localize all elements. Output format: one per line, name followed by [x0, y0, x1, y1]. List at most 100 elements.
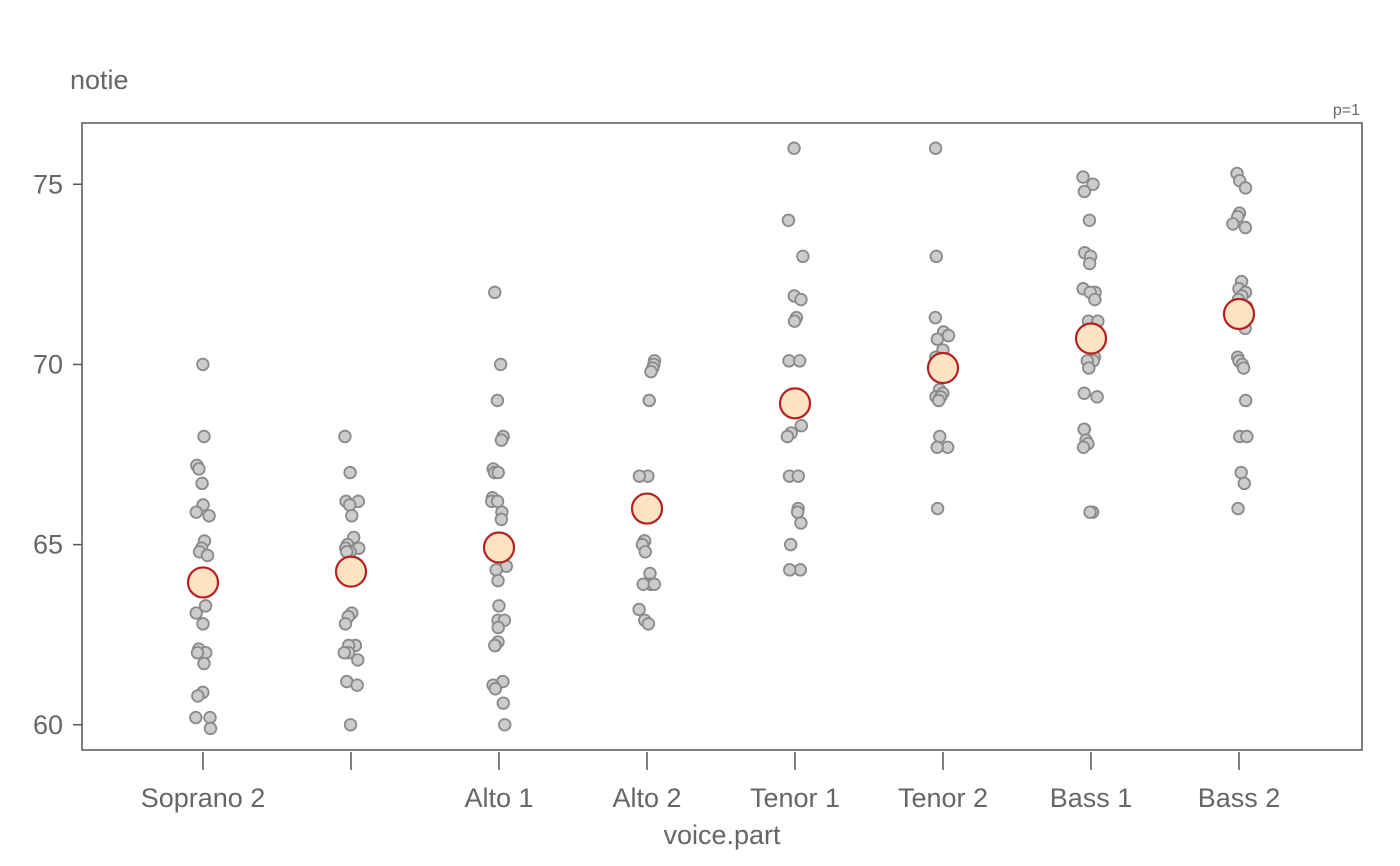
data-point	[641, 617, 656, 631]
data-point	[195, 476, 209, 491]
x-tick-label-0: Soprano 2	[141, 783, 266, 813]
data-point	[1231, 501, 1245, 516]
data-point	[492, 599, 506, 613]
data-point	[491, 573, 505, 588]
y-tick-label-65: 65	[33, 530, 63, 560]
data-point	[930, 440, 944, 455]
data-point	[1086, 177, 1100, 191]
data-point	[494, 433, 509, 447]
mean-point-2	[482, 531, 516, 564]
data-point	[941, 328, 956, 343]
points-layer	[189, 141, 1254, 736]
data-point	[493, 357, 508, 372]
data-point	[794, 516, 808, 530]
data-point	[345, 509, 359, 523]
data-point	[1082, 213, 1097, 227]
data-point	[642, 393, 656, 408]
data-point	[930, 501, 945, 516]
data-point	[1237, 476, 1251, 491]
x-tick-label-7: Bass 2	[1198, 783, 1281, 813]
mean-point-7	[1222, 297, 1256, 331]
data-point	[796, 249, 810, 264]
mean-point-4	[778, 387, 812, 420]
data-point	[189, 505, 203, 519]
data-point	[1077, 422, 1091, 436]
data-point	[632, 469, 647, 483]
x-tick-label-3: Alto 2	[612, 783, 681, 813]
x-tick-label-4: Tenor 1	[750, 783, 840, 813]
data-point	[792, 354, 807, 368]
data-point	[202, 509, 216, 523]
data-point	[782, 563, 797, 577]
data-point	[488, 285, 502, 300]
data-point	[490, 393, 505, 408]
data-point	[192, 462, 206, 476]
data-point	[791, 469, 806, 483]
data-point	[197, 656, 211, 671]
data-point	[632, 602, 646, 617]
data-point	[488, 682, 503, 696]
mean-point-3	[630, 492, 664, 525]
data-point	[1088, 292, 1102, 307]
data-point	[780, 429, 795, 444]
data-point	[1090, 390, 1104, 404]
y-axis: 60 65 70 75	[33, 169, 82, 740]
mean-point-6	[1074, 322, 1108, 355]
data-point	[491, 465, 505, 480]
y-tick-label-60: 60	[33, 710, 63, 740]
mean-point-5	[926, 351, 960, 385]
data-point	[198, 599, 213, 613]
data-point	[930, 332, 945, 346]
data-point	[928, 310, 943, 325]
data-point	[1077, 386, 1091, 400]
data-point	[488, 638, 502, 653]
data-point	[1226, 217, 1240, 231]
x-axis: Soprano 2 Alto 1 Alto 2 Tenor 1 Tenor 2 Bass …	[141, 752, 1281, 813]
data-point	[1234, 465, 1248, 480]
data-point	[203, 721, 218, 736]
y-tick-label-70: 70	[33, 349, 63, 379]
data-point	[191, 689, 205, 703]
data-point	[643, 566, 657, 581]
data-point	[490, 494, 505, 509]
plot-frame	[81, 122, 1363, 751]
data-point	[196, 357, 210, 372]
data-point	[1236, 361, 1251, 375]
mean-point-1	[334, 555, 368, 588]
data-point	[200, 548, 215, 563]
x-axis-label: voice.part	[663, 820, 781, 850]
data-point	[644, 364, 658, 379]
data-point	[338, 429, 352, 444]
data-point	[350, 678, 364, 692]
data-point	[794, 292, 808, 307]
chart-title: notie	[70, 65, 129, 95]
data-point	[929, 249, 944, 264]
data-point	[787, 141, 801, 155]
data-point	[1082, 361, 1096, 375]
data-point	[647, 577, 662, 591]
data-point	[337, 646, 351, 660]
data-point	[638, 545, 652, 559]
data-point	[1076, 170, 1090, 184]
x-tick-label-2: Alto 1	[464, 783, 533, 813]
data-point	[1083, 505, 1097, 519]
data-point	[1238, 393, 1253, 408]
data-point	[196, 617, 210, 631]
data-point	[343, 465, 357, 480]
data-point	[931, 393, 946, 408]
corner-label: p=1	[1333, 102, 1360, 119]
data-point	[1076, 440, 1091, 455]
data-point	[928, 141, 943, 155]
data-point	[190, 646, 205, 660]
data-point	[781, 213, 796, 227]
data-point	[496, 696, 510, 710]
data-point	[197, 429, 211, 444]
data-point	[1238, 220, 1253, 235]
data-point	[787, 314, 802, 328]
data-point	[189, 606, 203, 620]
data-point	[491, 620, 505, 635]
data-point	[1082, 256, 1097, 271]
means-layer	[186, 297, 1256, 599]
data-point	[189, 710, 203, 725]
